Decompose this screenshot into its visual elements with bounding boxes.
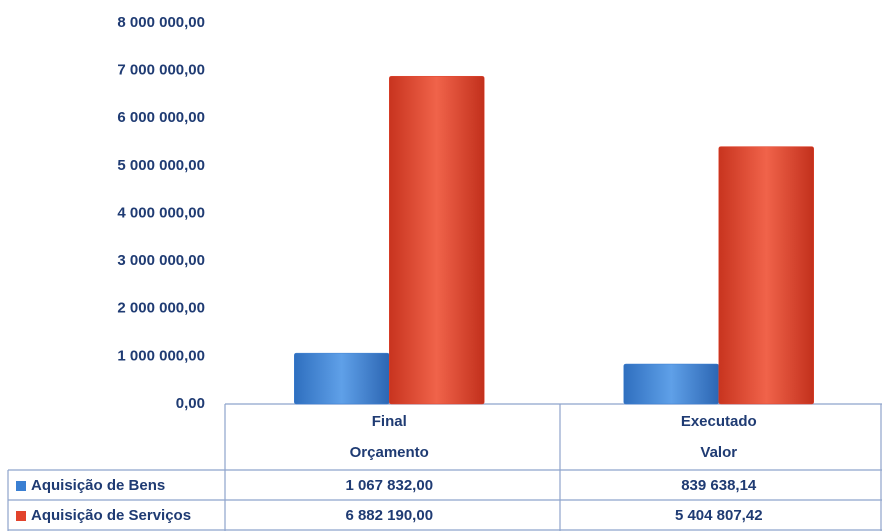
y-tick-label: 0,00: [176, 395, 205, 412]
legend-label: Aquisição de Serviços: [31, 507, 191, 524]
y-tick-label: 5 000 000,00: [117, 157, 205, 174]
legend-swatch: [16, 511, 26, 521]
y-tick-label: 6 000 000,00: [117, 109, 205, 126]
y-tick-label: 8 000 000,00: [117, 14, 205, 31]
y-tick-label: 3 000 000,00: [117, 252, 205, 269]
y-tick-label: 2 000 000,00: [117, 300, 205, 317]
x-tick-label: Final: [372, 413, 407, 430]
y-tick-label: 1 000 000,00: [117, 347, 205, 364]
table-cell: 1 067 832,00: [345, 477, 433, 494]
x-tick-label: Executado: [681, 413, 757, 430]
y-tick-label: 4 000 000,00: [117, 204, 205, 221]
bar: [389, 75, 485, 405]
table-cell: 5 404 807,42: [675, 507, 763, 524]
table-cell: 839 638,14: [681, 477, 757, 494]
y-tick-label: 7 000 000,00: [117, 62, 205, 79]
bar: [623, 363, 719, 405]
x-tick-label: Valor: [700, 444, 737, 461]
bar: [294, 352, 390, 405]
legend-label: Aquisição de Bens: [31, 477, 165, 494]
legend-swatch: [16, 481, 26, 491]
x-tick-label: Orçamento: [350, 444, 429, 461]
bar: [718, 146, 814, 405]
table-cell: 6 882 190,00: [345, 507, 433, 524]
